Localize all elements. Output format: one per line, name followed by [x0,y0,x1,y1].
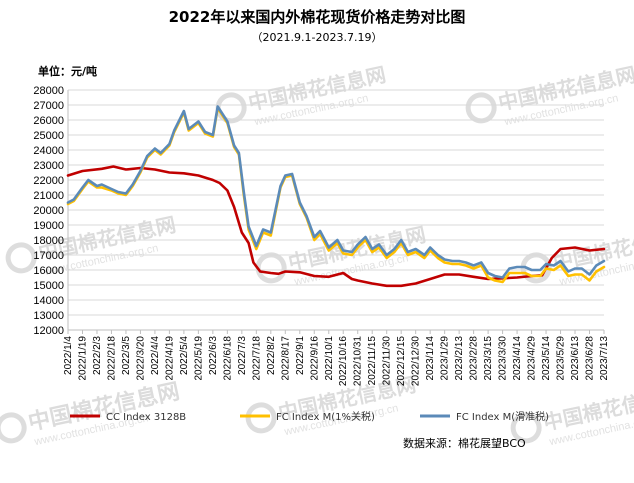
x-tick-label: 2023/4/29 [527,336,538,381]
y-tick-label: 28000 [33,85,64,97]
x-tick-label: 2022/7/3 [237,336,248,375]
y-tick-label: 24000 [33,145,64,157]
y-tick-label: 14000 [33,295,64,307]
legend-label: CC Index 3128B [106,412,186,423]
x-tick-label: 2023/7/13 [599,336,610,381]
x-tick-label: 2022/9/1 [295,336,306,375]
x-tick-label: 2022/10/16 [338,336,349,386]
watermark-logo-icon [5,242,37,274]
watermark-logo-icon [510,412,542,444]
gridlines [68,89,604,331]
x-tick-label: 2023/3/30 [498,336,509,381]
x-tick-label: 2022/8/17 [280,336,291,381]
x-tick-label: 2022/10/31 [353,336,364,386]
legend: CC Index 3128B FC Index M(1%关税) FC Index M… [70,410,549,423]
y-tick-label: 25000 [33,130,64,142]
legend-label: FC Index M(1%关税) [276,410,375,423]
x-tick-label: 2022/12/15 [396,336,407,386]
watermark-logo-icon [215,92,247,124]
series-line-1 [66,165,606,288]
y-tick-label: 17000 [33,250,64,262]
x-tick-label: 2023/4/14 [512,336,523,381]
y-tick-label: 12000 [33,325,64,337]
x-tick-label: 2022/4/19 [164,336,175,381]
x-tick-label: 2023/3/15 [483,336,494,381]
x-tick-label: 2022/1/19 [77,336,88,381]
series-lines [66,105,606,288]
x-tick-label: 2023/6/28 [585,336,596,381]
unit-label: 单位：元/吨 [38,64,97,78]
x-tick-label: 2023/1/14 [425,336,436,381]
x-tick-label: 2022/3/5 [121,336,132,375]
x-tick-label: 2023/1/29 [440,336,451,381]
y-tick-label: 15000 [33,280,64,292]
x-tick-label: 2022/5/19 [193,336,204,381]
y-tick-label: 16000 [33,265,64,277]
x-tick-label: 2022/6/3 [208,336,219,375]
x-tick-label: 2022/9/16 [309,336,320,381]
x-tick-label: 2023/6/13 [570,336,581,381]
x-tick-label: 2023/2/28 [469,336,480,381]
x-tick-label: 2022/4/4 [150,336,161,375]
y-tick-label: 27000 [33,100,64,112]
x-tick-label: 2022/11/30 [382,336,393,386]
x-tick-label: 2022/12/30 [411,336,422,386]
watermark-logo-icon [245,402,277,434]
x-tick-label: 2022/8/2 [266,336,277,375]
y-axis: 12000 13000 14000 15000 16000 17000 18000 19000… [33,85,69,337]
y-tick-label: 21000 [33,190,64,202]
x-tick-label: 2022/11/15 [367,336,378,386]
y-tick-label: 22000 [33,175,64,187]
x-axis: 2022/1/4 2022/1/19 2022/2/3 2022/2/18 2022/3… [63,329,610,386]
x-tick-label: 2022/2/18 [106,336,117,381]
y-tick-label: 19000 [33,220,64,232]
x-tick-label: 2022/6/18 [222,336,233,381]
y-tick-label: 26000 [33,115,64,127]
y-tick-label: 13000 [33,310,64,322]
legend-label: FC Index M(滑准税) [456,410,549,423]
y-tick-label: 23000 [33,160,64,172]
x-tick-label: 2022/10/1 [324,336,335,381]
x-tick-label: 2023/5/29 [556,336,567,381]
x-tick-label: 2023/5/14 [541,336,552,381]
x-tick-label: 2022/3/20 [135,336,146,381]
chart-subtitle: （2021.9.1-2023.7.19） [252,31,383,44]
x-tick-label: 2022/1/4 [63,336,74,375]
watermark-logo-icon [255,252,287,284]
watermark-logo-icon [0,412,27,444]
x-tick-label: 2022/2/3 [92,336,103,375]
chart-title: 2022年以来国内外棉花现货价格走势对比图 [169,8,466,26]
x-tick-label: 2022/7/18 [251,336,262,381]
watermark-logo-icon [465,92,497,124]
x-tick-label: 2023/2/13 [454,336,465,381]
source-label: 数据来源：棉花展望BCO [403,436,526,450]
y-tick-label: 18000 [33,235,64,247]
x-tick-label: 2022/5/4 [179,336,190,375]
y-tick-label: 20000 [33,205,64,217]
series-line-3 [66,105,606,279]
